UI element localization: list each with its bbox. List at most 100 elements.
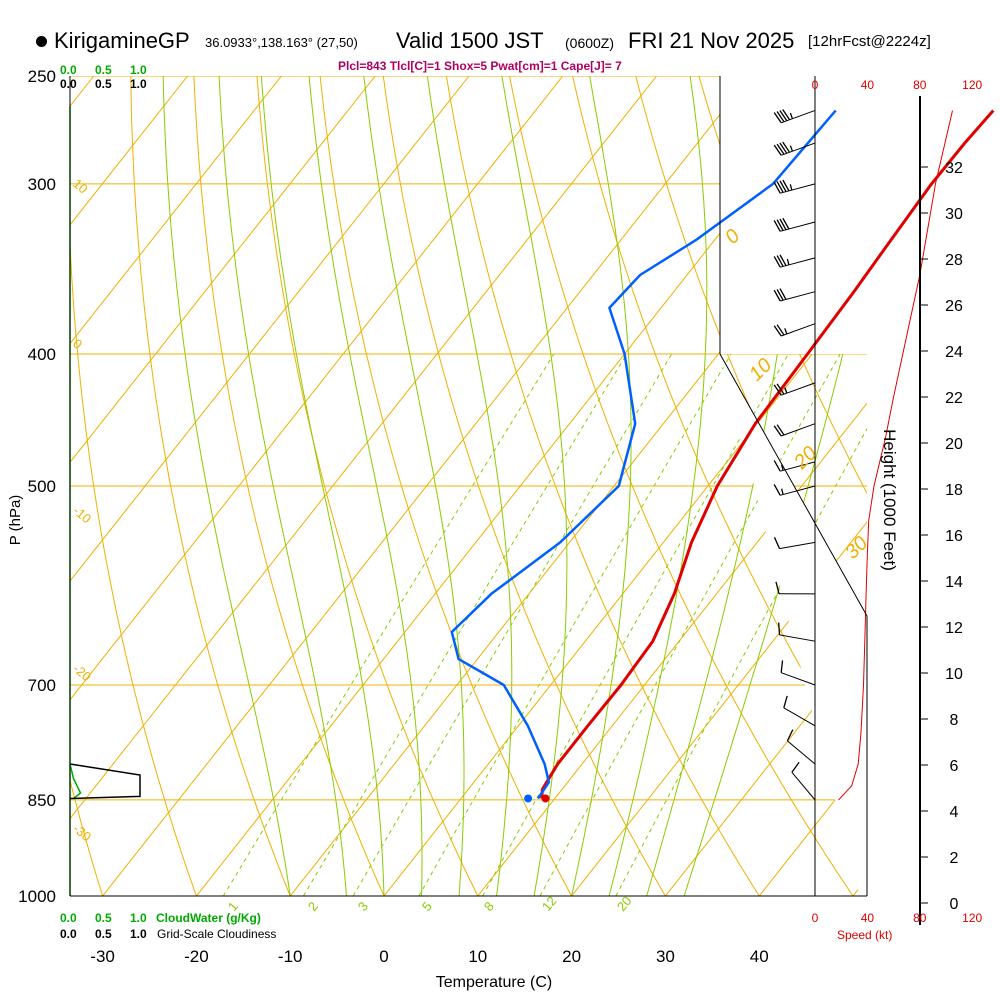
clear-region [720,76,1000,925]
dry-adiabat-line [70,232,197,896]
station-marker-icon [36,36,47,47]
wind-barb-staff [781,672,816,686]
wind-barb-full [776,383,785,395]
cloud-water-line [69,763,82,800]
wind-barb-staff [781,382,816,396]
moist-adiabat-line [426,76,513,896]
wind-barb [773,109,816,124]
wind-barb [773,460,816,472]
wind-barb-staff [779,541,816,550]
wind-barb-half [789,112,794,119]
wind-barb [780,660,816,686]
stability-indices: Plcl=843 Tlcl[C]=1 Shox=5 Pwat[cm]=1 Cap… [338,59,622,73]
temperature-tick-label: 20 [562,947,581,966]
height-tick-label: 20 [945,436,963,453]
surface-dewpoint-marker [524,794,533,803]
isotherm-line [70,76,376,464]
temperature-profile-line [540,109,995,799]
dry-adiabat-line [319,76,573,896]
dry-adiabat-line [445,76,760,896]
moist-adiabat-line [501,76,568,896]
wind-barb-staff [781,109,816,124]
theta-label: -20 [70,661,94,685]
wind-barb-half [780,488,784,495]
wind-barb-full [779,254,787,266]
moist-adiabat-line [162,76,291,896]
wind-barb [786,729,816,765]
moist-adiabat-line [218,76,347,896]
x-axis-title: Temperature (C) [436,974,552,991]
valid-date: FRI 21 Nov 2025 [628,28,795,53]
mixing-ratio-line [222,353,555,896]
wind-barb [773,484,816,496]
wind-barbs [773,109,816,801]
wind-barb-staff [780,183,816,194]
pressure-tick-label: 250 [28,67,56,86]
wind-barb-full [776,219,784,231]
wind-barb-full [782,141,791,153]
cloudiness-tick-label-bottom: 1.0 [130,927,147,941]
speed-tick-label-bottom: 0 [812,911,819,925]
moist-adiabat-line [608,76,708,896]
wind-barb-full [776,424,785,436]
diagram-grid [70,76,1000,925]
moist-adiabat-line [260,76,385,896]
mixing-ratio-label: 8 [481,899,497,914]
height-tick-label: 14 [945,574,963,591]
wind-barb-staff [779,634,816,642]
height-tick-label: 18 [945,482,963,499]
wind-barb-staff [780,461,816,472]
dry-adiabat-line [382,76,666,896]
mixing-ratio-label: 2 [305,899,321,914]
wind-barb-full [773,484,781,496]
cloudwater-tick-label-top: 1.0 [130,63,147,77]
mixing-ratio-line [418,353,732,896]
wind-barb-full [776,143,785,155]
dewpoint-profile-line [450,109,837,800]
wind-barb-full [773,112,782,124]
height-tick-label: 0 [950,896,959,913]
wind-barb-full [773,181,781,194]
station-name: KirigamineGP [54,28,190,53]
wind-barb-full [775,581,780,594]
temperature-tick-label: -10 [278,947,303,966]
height-tick-label: 30 [945,206,963,223]
speed-tick-label-top: 120 [962,78,982,92]
wind-barb-full [786,729,794,742]
speed-tick-label-top: 80 [913,78,927,92]
mixing-ratio-line [303,353,628,896]
wind-barb-full [780,660,784,673]
speed-tick-label-bottom: 120 [962,911,982,925]
wind-barb-full [773,220,781,232]
wind-barb-full [783,695,788,708]
wind-barb-full [776,111,785,123]
temperature-tick-label: -20 [184,947,209,966]
wind-speed-group [838,110,953,801]
wind-barb-full [773,384,782,396]
wind-barb [778,622,816,642]
cloudiness-tick-label-top: 0.5 [95,77,112,91]
height-tick-label: 26 [945,298,963,315]
plot-area [70,76,867,896]
height-tick-label: 6 [950,758,959,775]
forecast-info: [12hrFcst@2224z] [808,33,931,50]
wind-barb-full [773,289,781,302]
temperature-tick-label: 30 [656,947,675,966]
wind-barb-staff [780,485,816,496]
wind-barb-staff [787,740,816,765]
wind-barb-staff [780,257,816,268]
wind-barb-full [779,218,787,231]
cloudwater-tick-label-bottom: 0.0 [60,911,77,925]
mixing-ratio-label: 5 [419,899,435,914]
height-tick-label: 12 [945,620,963,637]
wind-barb-full [776,324,785,336]
temperature-tick-label: 10 [468,947,487,966]
mixing-ratio-label: 3 [355,899,371,914]
pressure-tick-label: 500 [28,477,56,496]
wind-barb-staff [781,423,816,437]
isotherm-line [70,76,188,226]
cloudiness-tick-label-top: 0.0 [60,77,77,91]
height-tick-label: 10 [945,666,963,683]
wind-barb-full [779,288,787,300]
